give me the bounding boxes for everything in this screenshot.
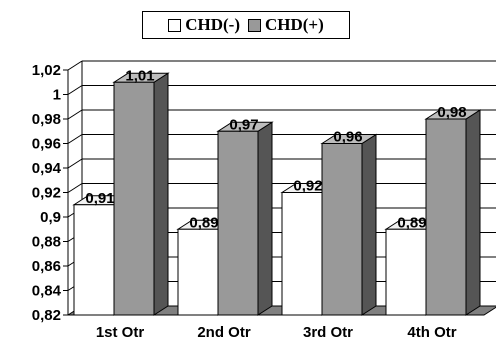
y-tick-label: 0,82 xyxy=(32,307,61,324)
bar-chd-positive xyxy=(321,143,363,316)
data-label-chd-positive: 0,97 xyxy=(229,116,258,133)
bar-chd-negative xyxy=(73,204,115,316)
legend-item-chd-negative: CHD(-) xyxy=(168,15,240,35)
y-tick-label: 0,96 xyxy=(32,136,61,153)
legend-label-chd-negative: CHD(-) xyxy=(185,15,240,34)
data-label-chd-negative: 0,91 xyxy=(85,190,114,207)
legend-label-chd-positive: CHD(+) xyxy=(264,15,324,34)
bar-chd-negative xyxy=(177,228,219,316)
bar-chd-positive xyxy=(113,81,155,316)
data-label-chd-negative: 0,92 xyxy=(293,178,322,195)
legend-swatch-chd-positive xyxy=(247,18,261,32)
y-tick-label: 0,88 xyxy=(32,234,61,251)
x-tick-label: 2nd Otr xyxy=(197,324,250,341)
gridline-depth xyxy=(67,109,83,120)
legend: CHD(-) CHD(+) xyxy=(142,11,350,39)
y-tick-label: 0,84 xyxy=(32,283,62,300)
y-tick-label: 0,86 xyxy=(32,258,61,275)
y-tick-label: 1 xyxy=(53,87,61,104)
y-tick-label: 0,94 xyxy=(32,160,62,177)
bar-side-chd-positive xyxy=(361,133,377,316)
x-tick-label: 1st Otr xyxy=(96,324,145,341)
bar-chd-positive xyxy=(425,118,467,316)
gridline-depth xyxy=(67,60,83,71)
data-label-chd-positive: 0,98 xyxy=(437,104,466,121)
bar-side-chd-positive xyxy=(465,109,481,316)
bar-chd-negative xyxy=(281,192,323,316)
gridline-depth xyxy=(67,183,83,193)
bar-chd-negative xyxy=(385,228,427,316)
legend-item-chd-positive: CHD(+) xyxy=(247,15,324,35)
gridline-depth xyxy=(67,134,83,144)
y-tick-label: 1,02 xyxy=(32,62,61,79)
data-label-chd-positive: 1,01 xyxy=(125,67,154,84)
y-tick-label: 0,9 xyxy=(40,209,61,226)
y-tick-label: 0,92 xyxy=(32,185,61,202)
legend-swatch-chd-negative xyxy=(168,18,182,32)
y-tick-label: 0,98 xyxy=(32,111,61,128)
x-tick-label: 3rd Otr xyxy=(303,324,353,341)
bar-chd-positive xyxy=(217,130,259,316)
gridline-depth xyxy=(67,158,83,169)
data-label-chd-negative: 0,89 xyxy=(397,214,426,231)
x-tick-label: 4th Otr xyxy=(407,324,456,341)
data-label-chd-positive: 0,96 xyxy=(333,129,362,146)
bar-side-chd-positive xyxy=(153,72,169,316)
bar-side-chd-positive xyxy=(257,121,273,316)
data-label-chd-negative: 0,89 xyxy=(189,214,218,231)
gridline-depth xyxy=(67,85,83,95)
